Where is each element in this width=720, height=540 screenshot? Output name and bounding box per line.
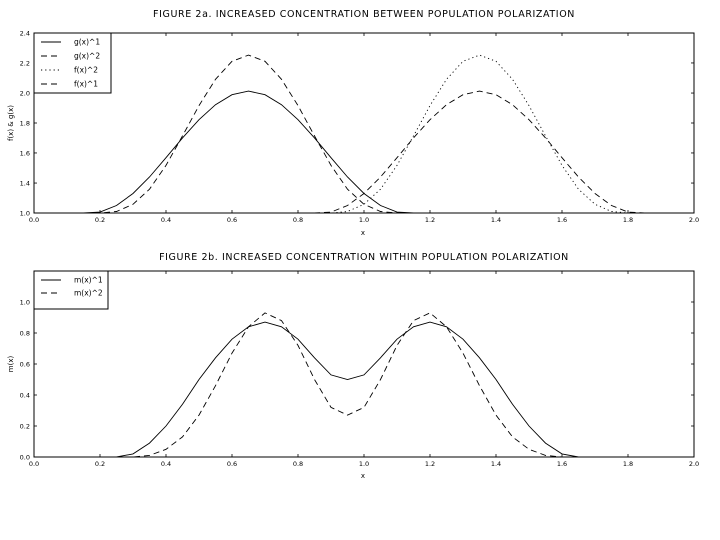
x-tick-label: 1.0 [359, 460, 369, 468]
plot-frame [33, 32, 695, 214]
series-line [34, 321, 694, 458]
figure-2b-panel: FIGURE 2b. INCREASED CONCENTRATION WITHI… [7, 252, 699, 480]
legend-label: g(x)^1 [74, 38, 100, 47]
legend: m(x)^1 m(x)^2 [33, 270, 109, 310]
x-tick-label: 1.4 [491, 460, 501, 468]
legend-label: m(x)^2 [74, 289, 103, 298]
x-tick-label: 1.0 [359, 216, 369, 224]
x-axis-label: x [361, 472, 365, 480]
x-tick-label: 1.2 [425, 460, 435, 468]
y-tick-label: 0.4 [20, 391, 30, 399]
x-tick-label: 1.6 [557, 460, 567, 468]
x-tick-label: 0.6 [227, 216, 237, 224]
x-tick-label: 0.4 [161, 460, 171, 468]
y-axis-ticks: 0.0 0.2 0.4 0.6 0.8 1.0 [20, 298, 694, 461]
x-axis-ticks: 0.0 0.2 0.4 0.6 0.8 1.0 1.2 1.4 1.6 1.8 2.0 [29, 271, 699, 468]
y-tick-label: 0.6 [20, 360, 30, 368]
x-tick-label: 1.4 [491, 216, 501, 224]
x-tick-label: 0.6 [227, 460, 237, 468]
y-tick-label: 2.2 [20, 59, 30, 67]
series-line [34, 90, 694, 214]
legend-label: m(x)^1 [74, 276, 103, 285]
legend-box [33, 270, 109, 310]
series-layer [34, 312, 694, 458]
y-tick-label: 1.8 [20, 119, 30, 127]
x-tick-label: 2.0 [689, 460, 699, 468]
y-tick-label: 1.0 [20, 298, 30, 306]
x-tick-label: 0.2 [95, 216, 105, 224]
y-axis-ticks: 1.0 1.4 1.6 1.8 2.0 2.2 2.4 [20, 29, 694, 217]
y-tick-label: 2.0 [20, 89, 30, 97]
series-line [34, 312, 694, 458]
y-axis-label: m(x) [7, 356, 15, 373]
figure-2a-panel: FIGURE 2a. INCREASED CONCENTRATION BETWE… [7, 9, 699, 237]
x-tick-label: 0.4 [161, 216, 171, 224]
series-layer [34, 54, 694, 214]
x-tick-label: 1.8 [623, 460, 633, 468]
legend-box [33, 32, 112, 94]
x-tick-label: 2.0 [689, 216, 699, 224]
chart-title: FIGURE 2a. INCREASED CONCENTRATION BETWE… [153, 9, 575, 20]
y-tick-label: 0.2 [20, 422, 30, 430]
x-tick-label: 0.8 [293, 460, 303, 468]
x-tick-label: 0.2 [95, 460, 105, 468]
y-tick-label: 1.0 [20, 209, 30, 217]
legend-label: g(x)^2 [74, 52, 100, 61]
series-line [34, 54, 694, 214]
x-tick-label: 1.6 [557, 216, 567, 224]
x-axis-ticks: 0.0 0.2 0.4 0.6 0.8 1.0 1.2 1.4 1.6 1.8 2.0 [29, 33, 699, 224]
series-line [34, 54, 694, 214]
x-tick-label: 0.0 [29, 216, 39, 224]
chart-title: FIGURE 2b. INCREASED CONCENTRATION WITHI… [159, 252, 569, 263]
x-tick-label: 1.2 [425, 216, 435, 224]
y-axis-label: f(x) & g(x) [7, 105, 15, 141]
y-tick-label: 0.0 [20, 453, 30, 461]
legend-label: f(x)^2 [74, 66, 98, 75]
y-tick-label: 1.4 [20, 179, 30, 187]
x-tick-label: 0.8 [293, 216, 303, 224]
x-tick-label: 0.0 [29, 460, 39, 468]
x-axis-label: x [361, 229, 365, 237]
legend: g(x)^1 g(x)^2 f(x)^2 f(x)^1 [33, 32, 112, 94]
series-line [34, 90, 694, 214]
legend-label: f(x)^1 [74, 80, 98, 89]
plot-frame [33, 270, 695, 458]
x-tick-label: 1.8 [623, 216, 633, 224]
y-tick-label: 2.4 [20, 29, 30, 37]
y-tick-label: 1.6 [20, 149, 30, 157]
y-tick-label: 0.8 [20, 329, 30, 337]
